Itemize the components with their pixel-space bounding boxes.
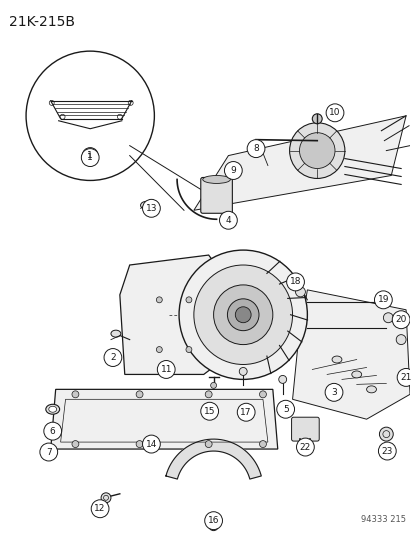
Text: 20: 20 xyxy=(394,315,406,324)
Circle shape xyxy=(395,335,405,345)
Circle shape xyxy=(91,500,109,518)
Ellipse shape xyxy=(331,356,341,363)
Polygon shape xyxy=(292,290,409,419)
Text: 23: 23 xyxy=(381,447,392,456)
Circle shape xyxy=(259,441,266,448)
Text: 6: 6 xyxy=(50,426,55,435)
Ellipse shape xyxy=(140,201,152,209)
Circle shape xyxy=(235,307,251,322)
Text: 22: 22 xyxy=(299,442,310,451)
Polygon shape xyxy=(51,389,277,449)
Circle shape xyxy=(247,140,264,158)
Circle shape xyxy=(136,391,142,398)
FancyBboxPatch shape xyxy=(291,417,318,441)
Circle shape xyxy=(213,285,272,345)
Circle shape xyxy=(81,149,99,166)
Circle shape xyxy=(205,391,211,398)
Circle shape xyxy=(289,123,344,179)
Circle shape xyxy=(193,265,292,365)
Circle shape xyxy=(295,287,305,297)
Ellipse shape xyxy=(111,330,121,337)
Ellipse shape xyxy=(351,371,361,378)
Circle shape xyxy=(179,250,306,379)
Text: 16: 16 xyxy=(207,516,219,525)
Circle shape xyxy=(40,443,57,461)
Circle shape xyxy=(142,435,160,453)
FancyBboxPatch shape xyxy=(200,177,232,213)
Polygon shape xyxy=(119,255,223,375)
Ellipse shape xyxy=(366,386,375,393)
Circle shape xyxy=(156,297,162,303)
Circle shape xyxy=(227,299,259,330)
Circle shape xyxy=(299,133,334,168)
Circle shape xyxy=(377,442,395,460)
Circle shape xyxy=(286,273,304,291)
Circle shape xyxy=(374,291,391,309)
Circle shape xyxy=(200,402,218,420)
Circle shape xyxy=(104,349,121,367)
Text: 14: 14 xyxy=(145,440,157,449)
Text: 18: 18 xyxy=(289,277,301,286)
Text: 15: 15 xyxy=(204,407,215,416)
Circle shape xyxy=(278,375,286,383)
Circle shape xyxy=(311,114,321,124)
Polygon shape xyxy=(306,302,385,328)
Circle shape xyxy=(382,313,392,322)
Circle shape xyxy=(136,441,142,448)
Text: 8: 8 xyxy=(253,144,258,153)
Text: 10: 10 xyxy=(328,108,340,117)
Text: 9: 9 xyxy=(230,166,236,175)
Text: 13: 13 xyxy=(145,204,157,213)
Circle shape xyxy=(82,148,98,164)
Circle shape xyxy=(324,383,342,401)
Circle shape xyxy=(224,161,242,180)
Ellipse shape xyxy=(49,406,57,412)
Text: 3: 3 xyxy=(330,388,336,397)
Polygon shape xyxy=(193,116,405,211)
Text: 12: 12 xyxy=(94,504,106,513)
Circle shape xyxy=(156,346,162,352)
Circle shape xyxy=(259,391,266,398)
Polygon shape xyxy=(60,399,267,442)
Text: 1: 1 xyxy=(87,151,93,160)
Circle shape xyxy=(391,311,409,329)
Text: 94333 215: 94333 215 xyxy=(360,515,405,523)
Circle shape xyxy=(296,438,313,456)
Text: 7: 7 xyxy=(46,448,52,457)
Text: 21K-215B: 21K-215B xyxy=(9,15,75,29)
Ellipse shape xyxy=(202,175,230,183)
Circle shape xyxy=(185,346,191,352)
Ellipse shape xyxy=(46,404,59,414)
Circle shape xyxy=(205,441,211,448)
Circle shape xyxy=(185,297,191,303)
Circle shape xyxy=(325,104,343,122)
Text: 17: 17 xyxy=(240,408,252,417)
Circle shape xyxy=(142,199,160,217)
Circle shape xyxy=(276,400,294,418)
Circle shape xyxy=(204,512,222,530)
Text: 21: 21 xyxy=(399,373,411,382)
Text: 1: 1 xyxy=(87,153,93,162)
Circle shape xyxy=(208,521,218,531)
Circle shape xyxy=(239,367,247,375)
Circle shape xyxy=(210,382,216,389)
Circle shape xyxy=(72,441,79,448)
Text: 5: 5 xyxy=(282,405,288,414)
Polygon shape xyxy=(166,439,261,479)
Circle shape xyxy=(44,422,62,440)
Text: 2: 2 xyxy=(110,353,116,362)
Circle shape xyxy=(72,391,79,398)
Circle shape xyxy=(378,427,392,441)
Text: 4: 4 xyxy=(225,216,231,225)
Circle shape xyxy=(219,211,237,229)
Text: 11: 11 xyxy=(160,365,171,374)
Circle shape xyxy=(396,368,413,386)
Circle shape xyxy=(101,493,111,503)
Text: 19: 19 xyxy=(377,295,388,304)
Circle shape xyxy=(237,403,254,421)
Circle shape xyxy=(157,360,175,378)
